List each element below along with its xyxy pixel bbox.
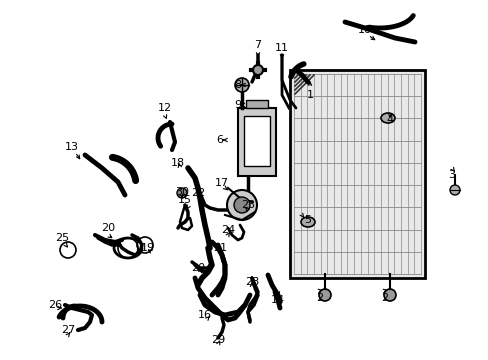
Text: 8: 8 xyxy=(234,80,241,90)
Text: 10: 10 xyxy=(357,25,371,35)
Text: 29: 29 xyxy=(210,335,224,345)
Text: 2: 2 xyxy=(316,293,323,303)
Circle shape xyxy=(252,65,263,75)
Text: 15: 15 xyxy=(178,195,192,205)
Text: 20: 20 xyxy=(101,223,115,233)
Text: 9: 9 xyxy=(234,100,241,110)
Text: 14: 14 xyxy=(270,295,285,305)
Bar xyxy=(289,70,424,278)
Text: 30: 30 xyxy=(175,187,189,197)
Text: 11: 11 xyxy=(274,43,288,53)
Ellipse shape xyxy=(380,113,394,123)
Text: 24: 24 xyxy=(221,225,235,235)
Text: 5: 5 xyxy=(304,215,311,225)
Bar xyxy=(244,116,269,166)
Bar xyxy=(238,108,275,176)
Text: 25: 25 xyxy=(55,233,69,243)
Text: 2: 2 xyxy=(381,293,388,303)
Text: 28: 28 xyxy=(244,277,259,287)
Text: 16: 16 xyxy=(198,310,212,320)
Bar xyxy=(245,100,267,108)
Circle shape xyxy=(318,289,330,301)
Text: 13: 13 xyxy=(65,142,79,152)
Circle shape xyxy=(226,190,257,220)
Circle shape xyxy=(235,78,248,92)
Text: 7: 7 xyxy=(254,40,261,50)
Text: 20: 20 xyxy=(190,263,204,273)
Circle shape xyxy=(234,197,249,213)
Text: 22: 22 xyxy=(190,188,204,198)
Text: 6: 6 xyxy=(216,135,223,145)
Ellipse shape xyxy=(301,217,314,227)
Text: 27: 27 xyxy=(61,325,75,335)
Bar xyxy=(289,70,424,278)
Text: 26: 26 xyxy=(48,300,62,310)
Text: 3: 3 xyxy=(447,170,454,180)
Circle shape xyxy=(177,188,186,198)
Text: 18: 18 xyxy=(171,158,184,168)
Text: 4: 4 xyxy=(386,115,393,125)
Circle shape xyxy=(449,185,459,195)
Circle shape xyxy=(383,289,395,301)
Text: 12: 12 xyxy=(158,103,172,113)
Text: 23: 23 xyxy=(241,200,255,210)
Text: 1: 1 xyxy=(306,90,313,100)
Text: 17: 17 xyxy=(215,178,228,188)
Text: 21: 21 xyxy=(212,243,226,253)
Text: 19: 19 xyxy=(141,243,155,253)
